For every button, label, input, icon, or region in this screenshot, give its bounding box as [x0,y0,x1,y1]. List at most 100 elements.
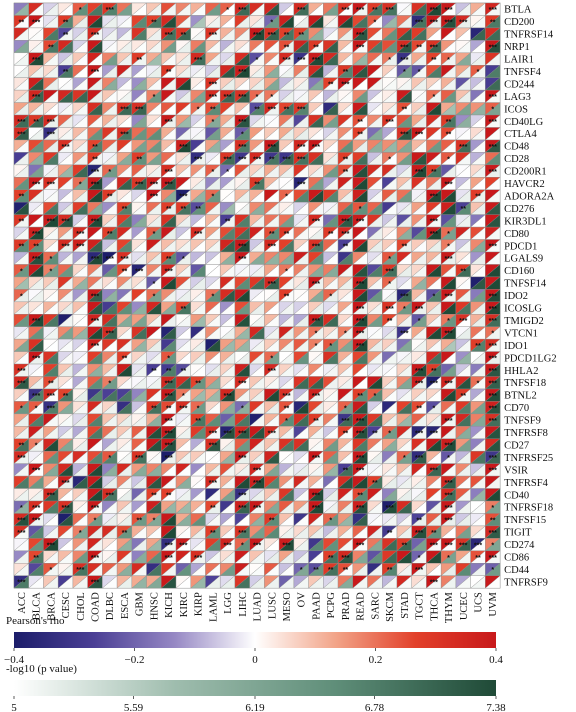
heatmap-cell: ** [381,562,398,577]
heatmap-cell [293,226,310,240]
heatmap-cell: *** [425,425,442,440]
heatmap-cell [205,513,221,527]
heatmap-cell [42,438,59,452]
heatmap-cell [205,376,221,390]
heatmap-cell [205,488,221,502]
heatmap-cell [57,189,74,203]
heatmap-cell [101,525,118,539]
heatmap-cell [146,537,162,552]
heatmap-cell [146,413,162,427]
significance-stars: *** [223,156,231,163]
heatmap-cell [42,77,59,91]
heatmap-cell: ** [425,52,442,66]
heatmap-cell [278,251,295,265]
heatmap-cell: *** [484,301,501,315]
heatmap-cell [455,164,472,178]
heatmap-cell [278,500,295,514]
significance-stars: ** [151,405,157,412]
heatmap-cell: *** [263,276,280,290]
heatmap-cell [440,64,457,79]
heatmap-cell [263,264,280,278]
significance-stars: *** [32,181,40,188]
heatmap-cell: *** [308,313,324,328]
heatmap-cell: ** [352,388,368,402]
heatmap-cell: ** [484,513,501,527]
heatmap-cell [175,164,192,178]
significance-stars: *** [489,455,497,462]
heatmap-cell: * [234,127,251,141]
heatmap-cell [411,338,427,352]
heatmap-cell [72,537,89,552]
heatmap-cell: * [484,102,501,116]
heatmap-cell: *** [337,413,354,427]
heatmap-cell [57,264,74,278]
heatmap-cell: *** [175,537,192,552]
heatmap-cell: * [396,450,413,465]
significance-stars: * [182,393,185,400]
significance-stars: ** [343,468,349,475]
heatmap-cell [278,425,295,440]
heatmap-cell [219,525,236,539]
significance-stars: ** [431,57,437,64]
heatmap-cell [131,438,148,452]
heatmap-cell [293,450,310,465]
significance-stars: *** [430,542,438,549]
heatmap-cell: *** [381,114,398,128]
heatmap-cell [175,264,192,278]
heatmap-cell [146,351,162,365]
heatmap-cell [367,152,383,166]
heatmap-cell: ** [13,189,30,203]
heatmap-cell [87,39,103,54]
heatmap-cell [28,164,44,178]
significance-stars: * [388,281,391,288]
significance-stars: *** [444,256,452,263]
heatmap-cell: ** [484,15,501,29]
significance-stars: *** [47,542,55,549]
heatmap-cell: *** [101,488,118,502]
heatmap-cell [440,425,457,440]
heatmap-cell: ** [322,226,339,240]
heatmap-cell [337,276,354,290]
heatmap-cell [116,326,133,340]
heatmap-cell [72,139,89,153]
heatmap-cell: *** [42,401,59,415]
heatmap-cell [249,413,265,427]
heatmap-cell [116,301,133,315]
heatmap-cell [396,338,413,352]
heatmap-cell [13,488,30,502]
significance-stars: *** [489,144,497,151]
heatmap-cell [337,500,354,514]
heatmap-cell [381,176,398,191]
heatmap-cell [101,513,118,527]
heatmap-cell: *** [101,2,118,16]
heatmap-cell [87,438,103,452]
heatmap-cell [205,152,221,166]
heatmap-cell: *** [190,226,206,240]
significance-stars: *** [165,430,173,437]
significance-stars: *** [489,530,497,537]
heatmap-cell: *** [160,438,177,452]
heatmap-cell [131,276,148,290]
heatmap-cell [278,64,295,79]
significance-stars: * [256,57,259,64]
heatmap-cell: *** [57,239,74,253]
heatmap-cell: *** [13,363,30,377]
heatmap-cell [42,239,59,253]
heatmap-cell [146,562,162,577]
heatmap-cell: *** [28,351,44,365]
heatmap-cell [249,139,265,153]
heatmap-cell [484,438,501,452]
heatmap-cell [470,388,486,402]
significance-stars: *** [356,418,364,425]
heatmap-cell [234,463,251,477]
significance-stars: *** [91,256,99,263]
significance-stars: *** [430,231,438,238]
significance-stars: ** [195,418,201,425]
significance-stars: *** [194,231,202,238]
heatmap-cell [72,475,89,489]
significance-stars: *** [47,393,55,400]
heatmap-cell [160,102,177,116]
heatmap-cell [249,376,265,390]
heatmap-cell [13,2,30,16]
significance-stars: * [491,567,494,574]
